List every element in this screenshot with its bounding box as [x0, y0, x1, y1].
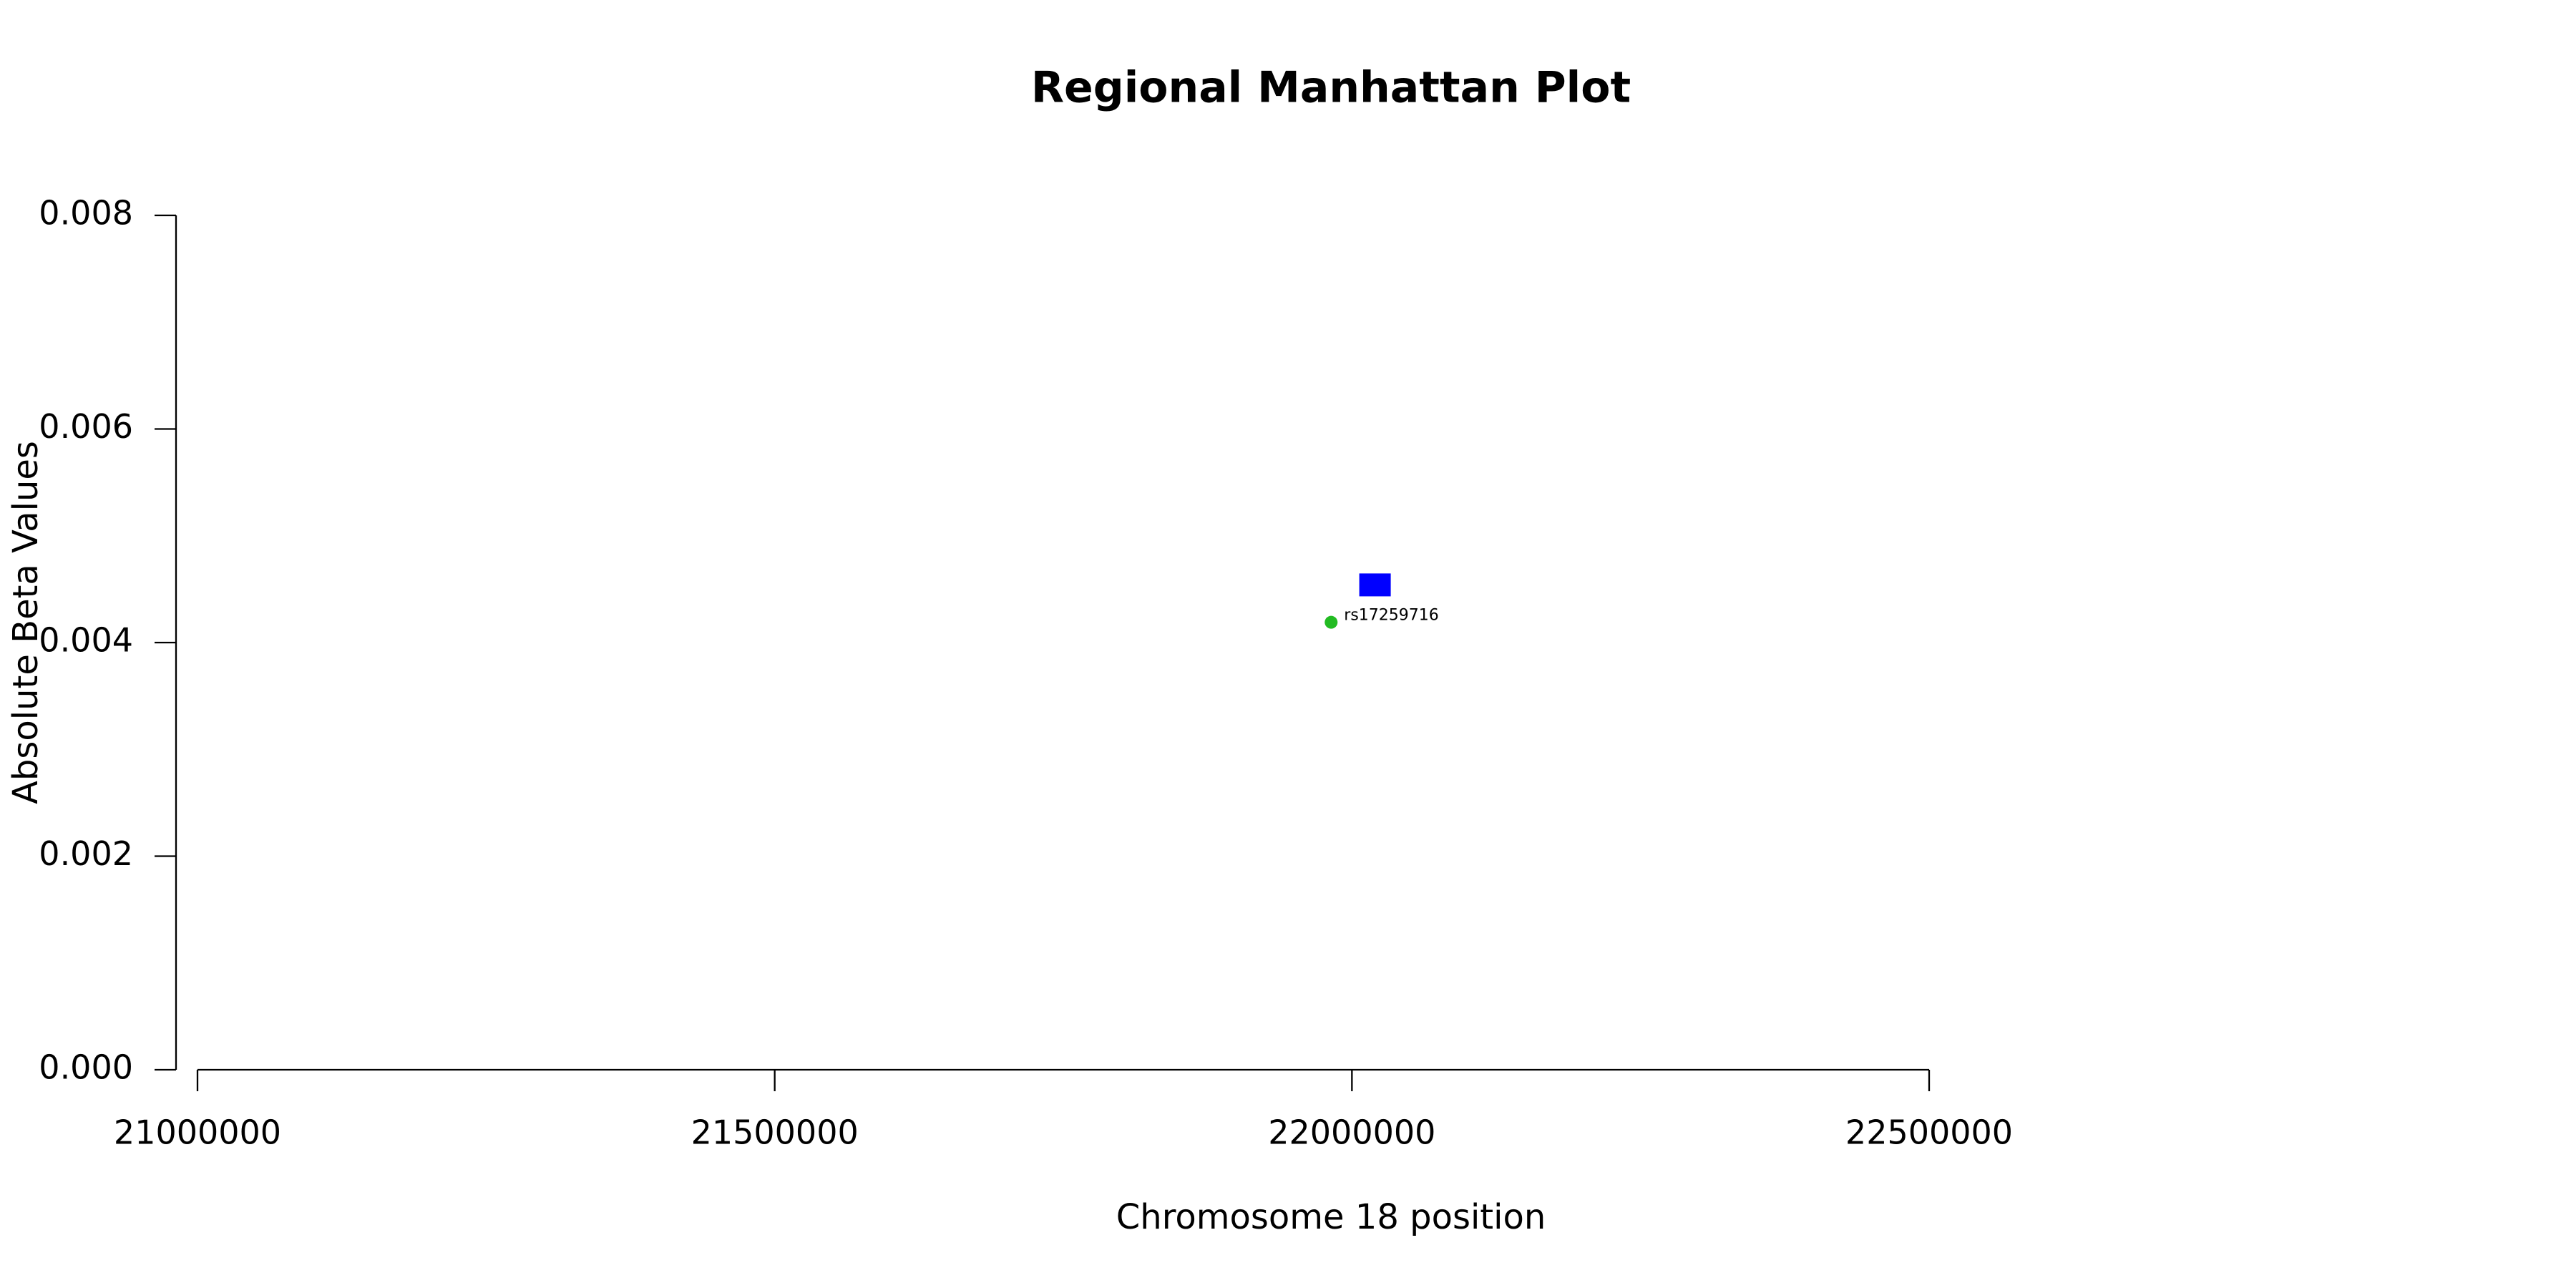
y-tick-label: 0.000: [39, 1048, 133, 1087]
y-tick-label: 0.006: [39, 407, 133, 446]
point-label: rs17259716: [1344, 607, 1438, 625]
y-tick-label: 0.004: [39, 621, 133, 660]
y-tick-label: 0.008: [39, 194, 133, 233]
x-axis-label: Chromosome 18 position: [1116, 1197, 1546, 1237]
point: [1359, 573, 1391, 597]
chart-title: Regional Manhattan Plot: [1031, 63, 1631, 113]
x-tick-label: 22000000: [1268, 1113, 1435, 1152]
point: [1324, 615, 1338, 629]
y-axis-label: Absolute Beta Values: [6, 441, 46, 804]
y-tick-label: 0.002: [39, 834, 133, 873]
x-tick-label: 22500000: [1845, 1113, 2013, 1152]
x-tick-label: 21500000: [691, 1113, 859, 1152]
x-tick-label: 21000000: [114, 1113, 281, 1152]
